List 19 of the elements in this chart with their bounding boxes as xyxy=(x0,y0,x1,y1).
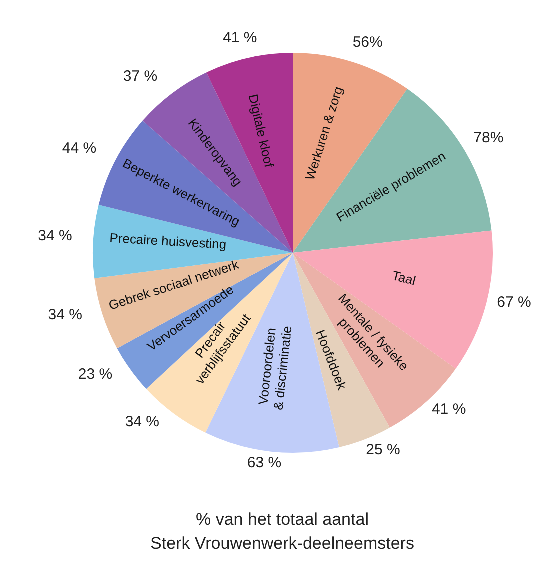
data-label: 25 % xyxy=(366,441,400,458)
data-label: 44 % xyxy=(62,140,97,157)
text: % van het totaal aantal xyxy=(195,509,370,531)
text: Sterk Vrouwenwerk-deelneemsters xyxy=(150,533,416,555)
slice-label: Taal xyxy=(390,268,418,288)
data-label: 78% xyxy=(474,130,504,147)
data-label: 41 % xyxy=(223,29,258,46)
data-label: 41 % xyxy=(432,401,466,418)
slice-label: Digitale kloof xyxy=(246,93,278,170)
data-label: 63 % xyxy=(247,454,282,472)
data-label: 23 % xyxy=(78,366,113,384)
data-label: 34 % xyxy=(48,306,82,324)
data-label: 34 % xyxy=(38,228,72,245)
slice-label: Vooroordelen & discriminatie xyxy=(256,325,295,411)
data-label: 34 % xyxy=(125,414,160,431)
slice-label: Precaire huisvesting xyxy=(109,230,228,252)
data-label: 37 % xyxy=(123,68,158,85)
data-label: 67 % xyxy=(497,294,532,312)
data-label: 56% xyxy=(352,34,383,51)
